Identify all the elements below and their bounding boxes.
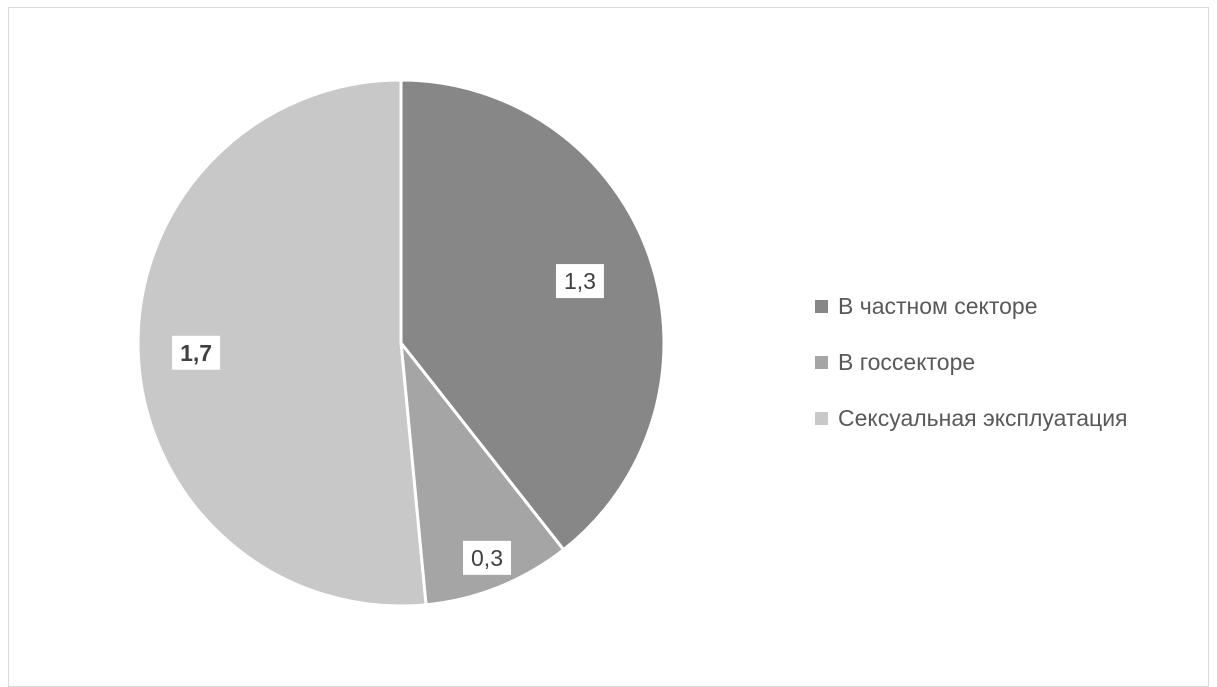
data-label-box (463, 540, 512, 575)
legend-swatch (815, 299, 828, 313)
legend: В частном секторе В госсекторе Сексуальн… (815, 278, 1128, 446)
data-label: 1,7 (172, 335, 221, 370)
data-label: 0,3 (463, 540, 512, 575)
data-label-box (172, 335, 221, 370)
pie-slice (136, 78, 428, 608)
legend-item: Сексуальная эксплуатация (815, 390, 1128, 446)
data-label: 1,3 (555, 264, 604, 299)
legend-item: В частном секторе (815, 278, 1128, 334)
data-label-text: 1,3 (564, 268, 596, 294)
data-labels: 1,3 0,3 1,7 (172, 264, 604, 575)
chart-frame: 1,3 0,3 1,7 В частном секторе В госсекторе… (8, 7, 1209, 687)
legend-item: В госсекторе (815, 334, 1128, 390)
data-label-box (555, 264, 604, 299)
legend-swatch (815, 411, 828, 425)
legend-label: В госсекторе (838, 348, 976, 375)
legend-swatch (815, 355, 828, 369)
pie-slice (399, 78, 666, 552)
legend-label: В частном секторе (838, 292, 1038, 319)
data-label-text: 0,3 (471, 545, 503, 571)
pie-chart: 1,3 0,3 1,7 (136, 78, 666, 608)
legend-label: Сексуальная эксплуатация (838, 404, 1128, 431)
pie-slice (399, 341, 566, 607)
data-label-text: 1,7 (180, 340, 212, 366)
